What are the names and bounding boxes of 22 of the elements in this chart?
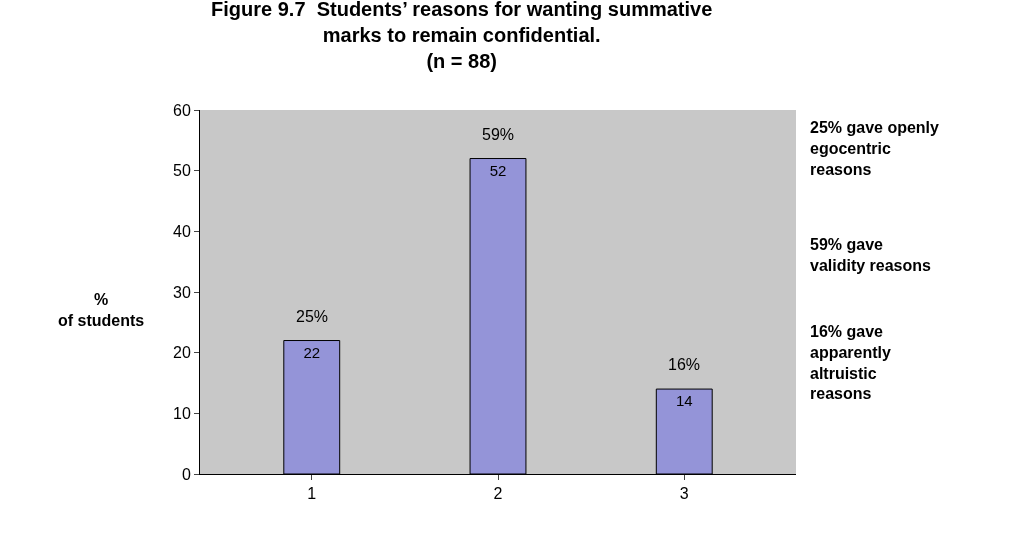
chart-title: Figure 9.7 Students’ reasons for wanting summative marks to remain confidential. xyxy=(211,0,713,47)
chart-subtitle: (n = 88) xyxy=(426,50,497,73)
annotation: 16% xyxy=(668,356,701,373)
x-tick-label: 2 xyxy=(493,485,503,503)
y-tick-label: 30 xyxy=(173,283,191,301)
data-label: 14 xyxy=(675,392,693,410)
x-tick-label: 1 xyxy=(307,485,317,503)
y-tick-label: 20 xyxy=(173,344,191,362)
text: 16% gave apparently altruistic reasons xyxy=(810,323,892,403)
y-axis-title: % of students xyxy=(58,291,145,329)
x-tick-label: 3 xyxy=(679,485,689,503)
data-label: 52 xyxy=(489,161,507,179)
data-label: 22 xyxy=(303,343,321,361)
annotation: 25% xyxy=(296,308,329,325)
y-tick-label: 50 xyxy=(173,162,191,180)
y-tick-label: 0 xyxy=(181,465,191,483)
text: 25% gave openly egocentric reasons xyxy=(810,119,940,178)
y-tick-label: 60 xyxy=(173,101,191,119)
y-tick-label: 40 xyxy=(173,222,191,240)
text: 59% gave validity reasons xyxy=(810,236,932,274)
y-tick-label: 10 xyxy=(173,404,191,422)
annotation: 59% xyxy=(482,126,515,143)
